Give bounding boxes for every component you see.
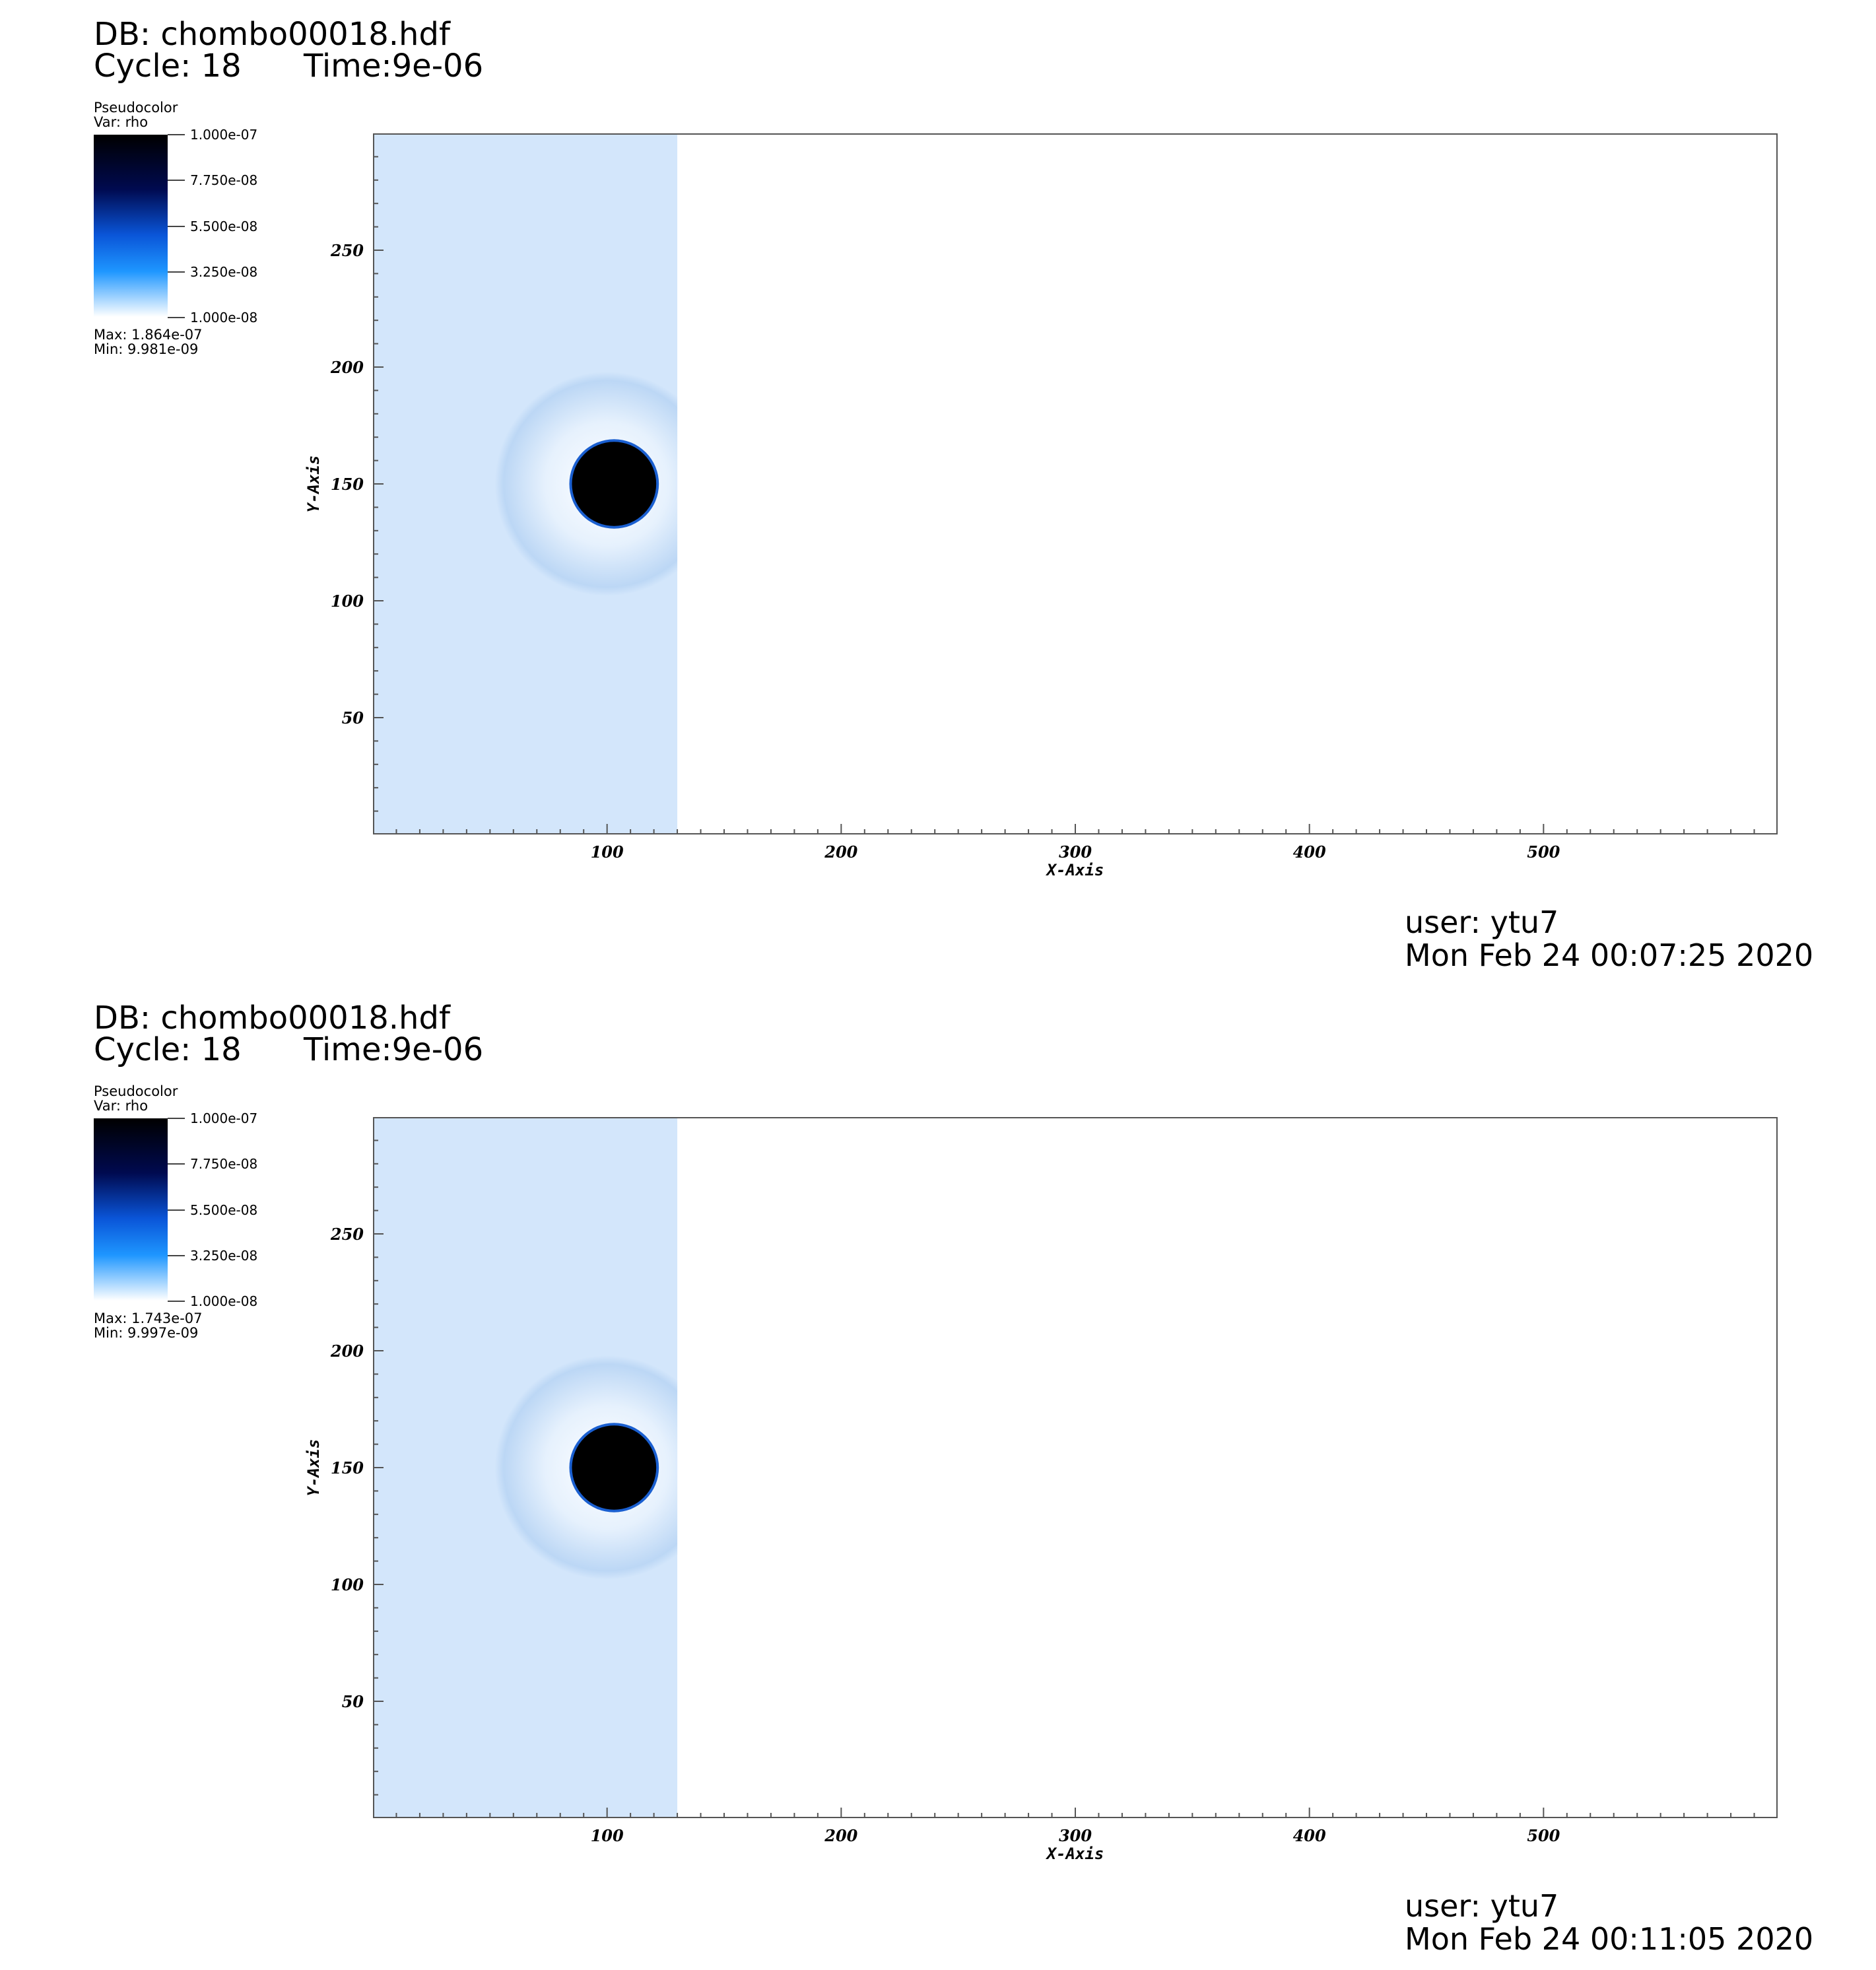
x-tick-label: 500 — [1527, 1826, 1560, 1845]
y-tick-label: 250 — [330, 241, 364, 260]
y-tick-label: 200 — [330, 1342, 364, 1361]
time-label: Time:9e-06 — [304, 1031, 484, 1068]
db-label: DB: chombo00018.hdf — [94, 1000, 450, 1036]
legend-max: Max: 1.743e-07 — [94, 1310, 203, 1326]
y-tick-label: 200 — [330, 358, 364, 377]
colorbar-tick — [168, 271, 185, 273]
colorbar-tick-label: 5.500e-08 — [190, 219, 258, 234]
x-tick-label: 100 — [590, 1826, 624, 1845]
x-tick-label: 500 — [1527, 842, 1560, 862]
colorbar-tick-label: 3.250e-08 — [190, 1248, 258, 1264]
legend-plot-type: Pseudocolor — [94, 100, 178, 116]
y-axis-title: Y-Axis — [304, 455, 323, 513]
colorbar-tick — [168, 317, 185, 318]
pseudocolor-plot — [373, 1117, 1778, 1818]
colorbar-tick — [168, 134, 185, 135]
colorbar-tick-label: 7.750e-08 — [190, 1156, 258, 1172]
time-label: Time:9e-06 — [304, 48, 484, 85]
x-axis-title: X-Axis — [1046, 861, 1104, 879]
legend-plot-type: Pseudocolor — [94, 1083, 178, 1099]
dense-clump — [572, 442, 657, 526]
colorbar-tick — [168, 1209, 185, 1211]
dense-clump — [572, 1425, 657, 1510]
colorbar-tick-label: 7.750e-08 — [190, 172, 258, 188]
colorbar — [94, 1118, 168, 1301]
cycle-label: Cycle: 18 — [94, 48, 242, 85]
x-axis-title: X-Axis — [1046, 1845, 1104, 1863]
colorbar-tick-label: 1.000e-07 — [190, 127, 258, 143]
visit-panel-2: DB: chombo00018.hdf Cycle: 18 Time:9e-06… — [0, 984, 1876, 1967]
x-tick-label: 100 — [590, 842, 624, 862]
x-tick-label: 400 — [1292, 842, 1326, 862]
colorbar-tick-label: 1.000e-08 — [190, 1293, 258, 1309]
cycle-label: Cycle: 18 — [94, 1031, 242, 1068]
timestamp: Mon Feb 24 00:11:05 2020 — [1405, 1921, 1814, 1957]
legend-min: Min: 9.997e-09 — [94, 1325, 199, 1341]
user-label: user: ytu7 — [1405, 904, 1559, 940]
user-label: user: ytu7 — [1405, 1888, 1559, 1924]
x-tick-label: 300 — [1058, 1826, 1092, 1845]
y-tick-label: 150 — [330, 1458, 364, 1478]
x-tick-label: 200 — [824, 842, 858, 862]
x-tick-label: 200 — [824, 1826, 858, 1845]
y-tick-label: 100 — [330, 592, 364, 611]
db-label: DB: chombo00018.hdf — [94, 16, 450, 53]
legend-var-label: Var: rho — [94, 1098, 149, 1114]
colorbar-tick — [168, 1118, 185, 1119]
legend-max: Max: 1.864e-07 — [94, 327, 203, 343]
x-tick-label: 300 — [1058, 842, 1092, 862]
colorbar-tick-label: 1.000e-08 — [190, 310, 258, 325]
y-tick-label: 150 — [330, 475, 364, 494]
colorbar-tick — [168, 1301, 185, 1302]
y-tick-label: 50 — [341, 708, 364, 728]
y-tick-label: 50 — [341, 1692, 364, 1711]
colorbar-tick — [168, 1163, 185, 1165]
colorbar-tick-label: 1.000e-07 — [190, 1110, 258, 1126]
colorbar-tick — [168, 1255, 185, 1256]
colorbar-tick-label: 5.500e-08 — [190, 1202, 258, 1218]
x-tick-label: 400 — [1292, 1826, 1326, 1845]
legend-min: Min: 9.981e-09 — [94, 341, 199, 357]
colorbar-tick — [168, 226, 185, 227]
colorbar-tick-label: 3.250e-08 — [190, 264, 258, 280]
visit-panel-1: DB: chombo00018.hdf Cycle: 18 Time:9e-06… — [0, 0, 1876, 984]
colorbar — [94, 135, 168, 317]
y-tick-label: 100 — [330, 1575, 364, 1594]
y-tick-label: 250 — [330, 1225, 364, 1244]
timestamp: Mon Feb 24 00:07:25 2020 — [1405, 937, 1814, 973]
y-axis-title: Y-Axis — [304, 1439, 323, 1497]
pseudocolor-plot — [373, 133, 1778, 834]
colorbar-tick — [168, 180, 185, 181]
legend-var-label: Var: rho — [94, 114, 149, 130]
